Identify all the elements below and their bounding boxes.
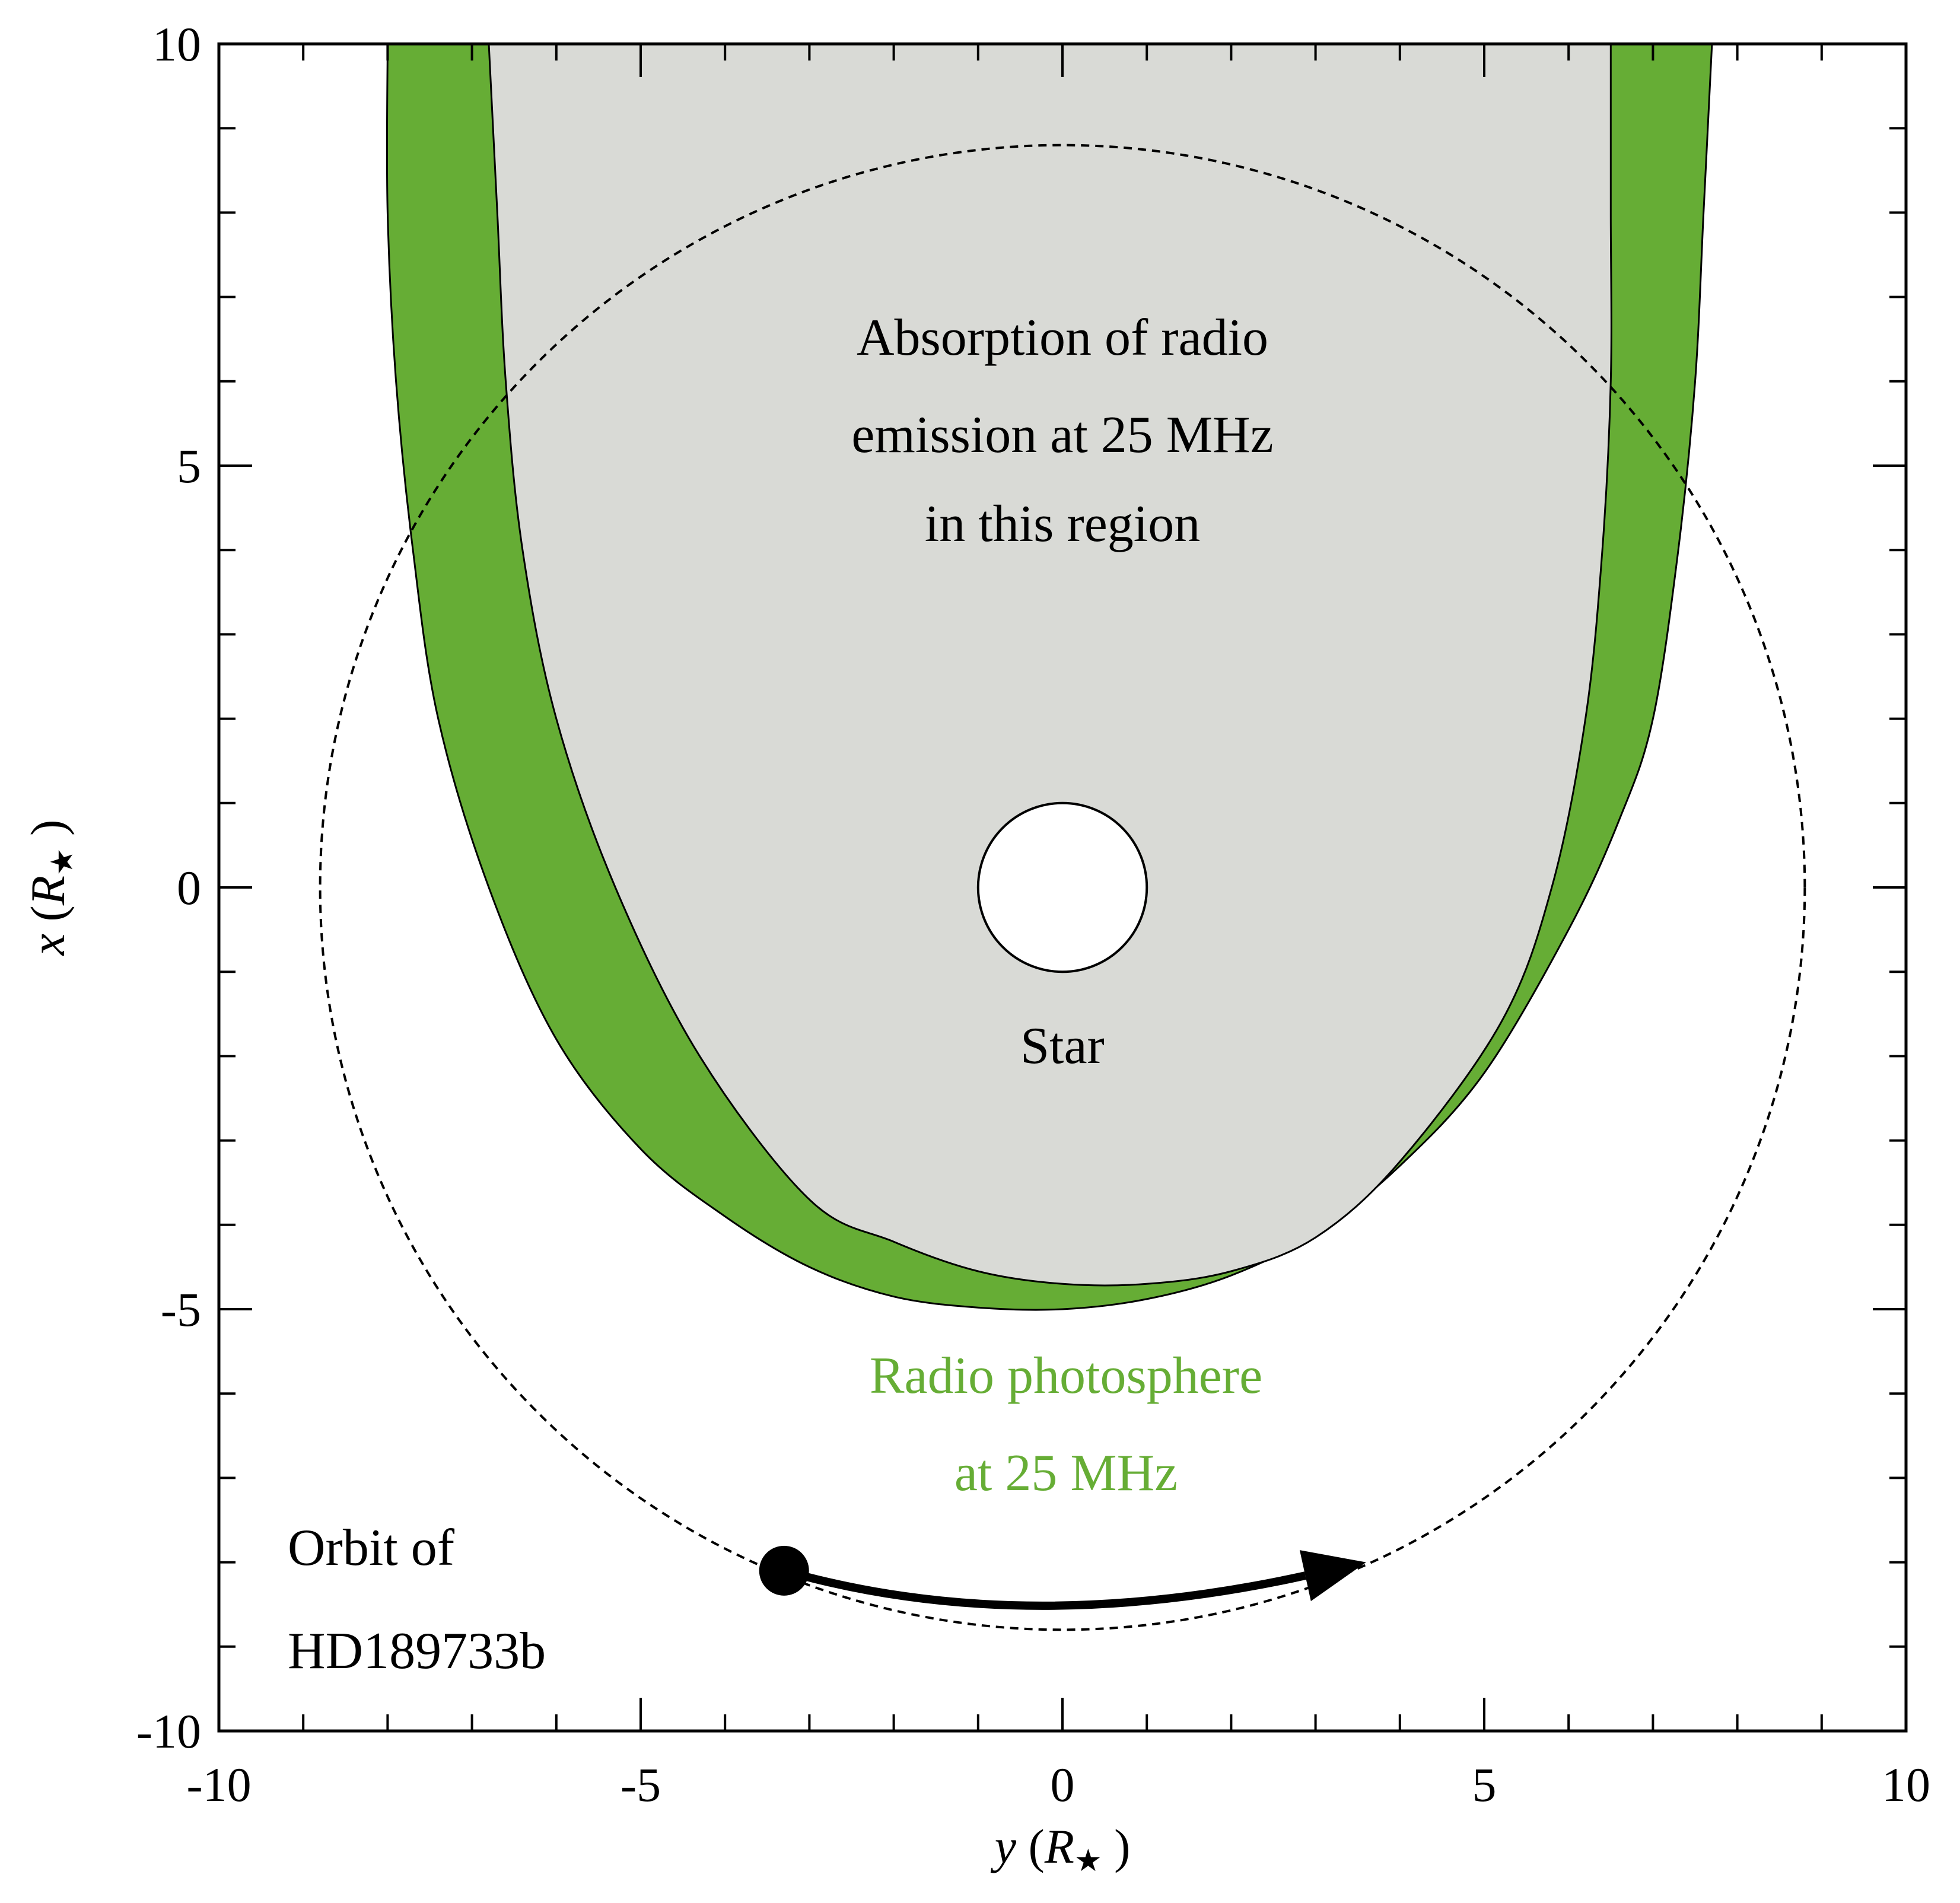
- y-tick-label: -5: [161, 1283, 201, 1336]
- y-axis-unit-sub: ★: [46, 848, 79, 876]
- photosphere-annotation-line-2: at 25 MHz: [954, 1444, 1178, 1502]
- y-axis-paren-open: (: [21, 905, 75, 934]
- y-axis-unit: R: [21, 876, 75, 906]
- orbit-arrowhead: [1299, 1550, 1366, 1602]
- y-tick-label: 10: [152, 17, 201, 71]
- x-axis-paren-open: (: [1016, 1819, 1045, 1873]
- x-tick-label: 10: [1882, 1758, 1930, 1812]
- planet-marker: [759, 1545, 809, 1596]
- absorption-annotation-line-2: emission at 25 MHz: [851, 406, 1273, 464]
- tick-labels: -10 -5 0 5 10 -10 -5 0 5 10: [136, 17, 1930, 1812]
- x-axis-paren-close: ): [1102, 1819, 1131, 1873]
- plot-frame: [217, 42, 1908, 1733]
- planet-orbit-path: [319, 144, 1806, 1631]
- y-tick-label: 5: [177, 439, 201, 493]
- x-axis-unit: R: [1044, 1819, 1074, 1873]
- absorption-annotation-line-3: in this region: [925, 495, 1200, 553]
- x-tick-label: 0: [1051, 1758, 1075, 1812]
- x-axis-unit-sub: ★: [1074, 1844, 1102, 1878]
- y-tick-label: 0: [177, 861, 201, 915]
- absorption-region: [488, 44, 1612, 1287]
- star-disk: [976, 801, 1148, 973]
- y-axis-paren-close: ): [21, 820, 75, 848]
- orbit-annotation-line-1: Orbit of: [288, 1519, 455, 1577]
- x-tick-label: -5: [621, 1758, 661, 1812]
- orbit-direction-arrow: [782, 1567, 1306, 1610]
- y-tick-label: -10: [136, 1704, 201, 1758]
- x-axis-title: y (R★ ): [991, 1819, 1131, 1878]
- y-axis-var: x: [21, 934, 75, 956]
- x-tick-label: -10: [186, 1758, 251, 1812]
- photosphere-annotation-line-1: Radio photosphere: [870, 1347, 1262, 1405]
- star-label: Star: [1020, 1017, 1105, 1075]
- x-tick-label: 5: [1472, 1758, 1497, 1812]
- absorption-annotation-line-1: Absorption of radio: [857, 309, 1268, 367]
- y-axis-title: x (R★ ): [21, 820, 79, 956]
- x-axis-var: y: [991, 1819, 1017, 1873]
- plot-area: [319, 44, 1806, 1631]
- orbit-annotation-line-2: HD189733b: [288, 1622, 546, 1680]
